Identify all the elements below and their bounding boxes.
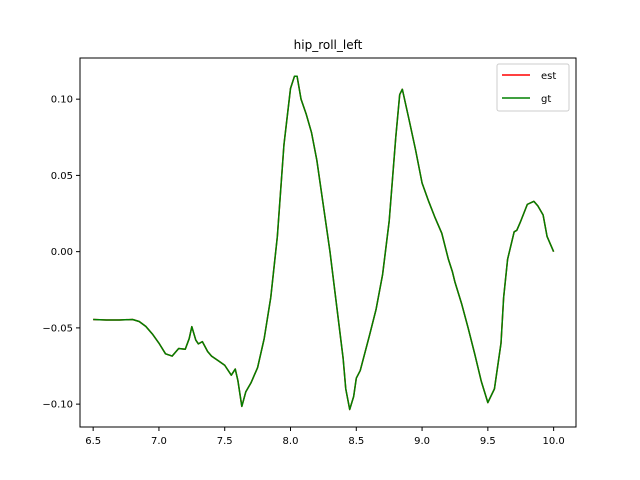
x-tick-label: 10.0: [543, 436, 565, 447]
chart-title: hip_roll_left: [294, 38, 363, 52]
legend-box: [496, 63, 570, 112]
y-tick-label: 0.10: [51, 95, 73, 106]
x-tick-label: 8.0: [283, 436, 299, 447]
x-tick-label: 7.5: [217, 436, 233, 447]
series-line-gt: [93, 75, 555, 411]
y-tick-label: 0.05: [51, 171, 73, 182]
x-axis: 6.5 7.0 7.5 8.0 8.5 9.0 9.5 10.0: [85, 427, 565, 447]
x-tick-label: 7.0: [151, 436, 167, 447]
legend: est gt: [496, 63, 570, 112]
y-axis: −0.10 −0.05 0.00 0.05 0.10: [42, 95, 80, 411]
x-tick-label: 8.5: [348, 436, 364, 447]
plot-frame: [79, 57, 577, 428]
series-layer: [93, 75, 555, 411]
y-tick-label: −0.05: [42, 323, 73, 334]
y-tick-label: −0.10: [42, 400, 73, 411]
legend-label-gt: gt: [541, 94, 551, 105]
x-tick-label: 6.5: [85, 436, 101, 447]
x-tick-label: 9.5: [480, 436, 496, 447]
y-tick-label: 0.00: [51, 247, 73, 258]
legend-label-est: est: [541, 71, 556, 82]
x-tick-label: 9.0: [414, 436, 430, 447]
